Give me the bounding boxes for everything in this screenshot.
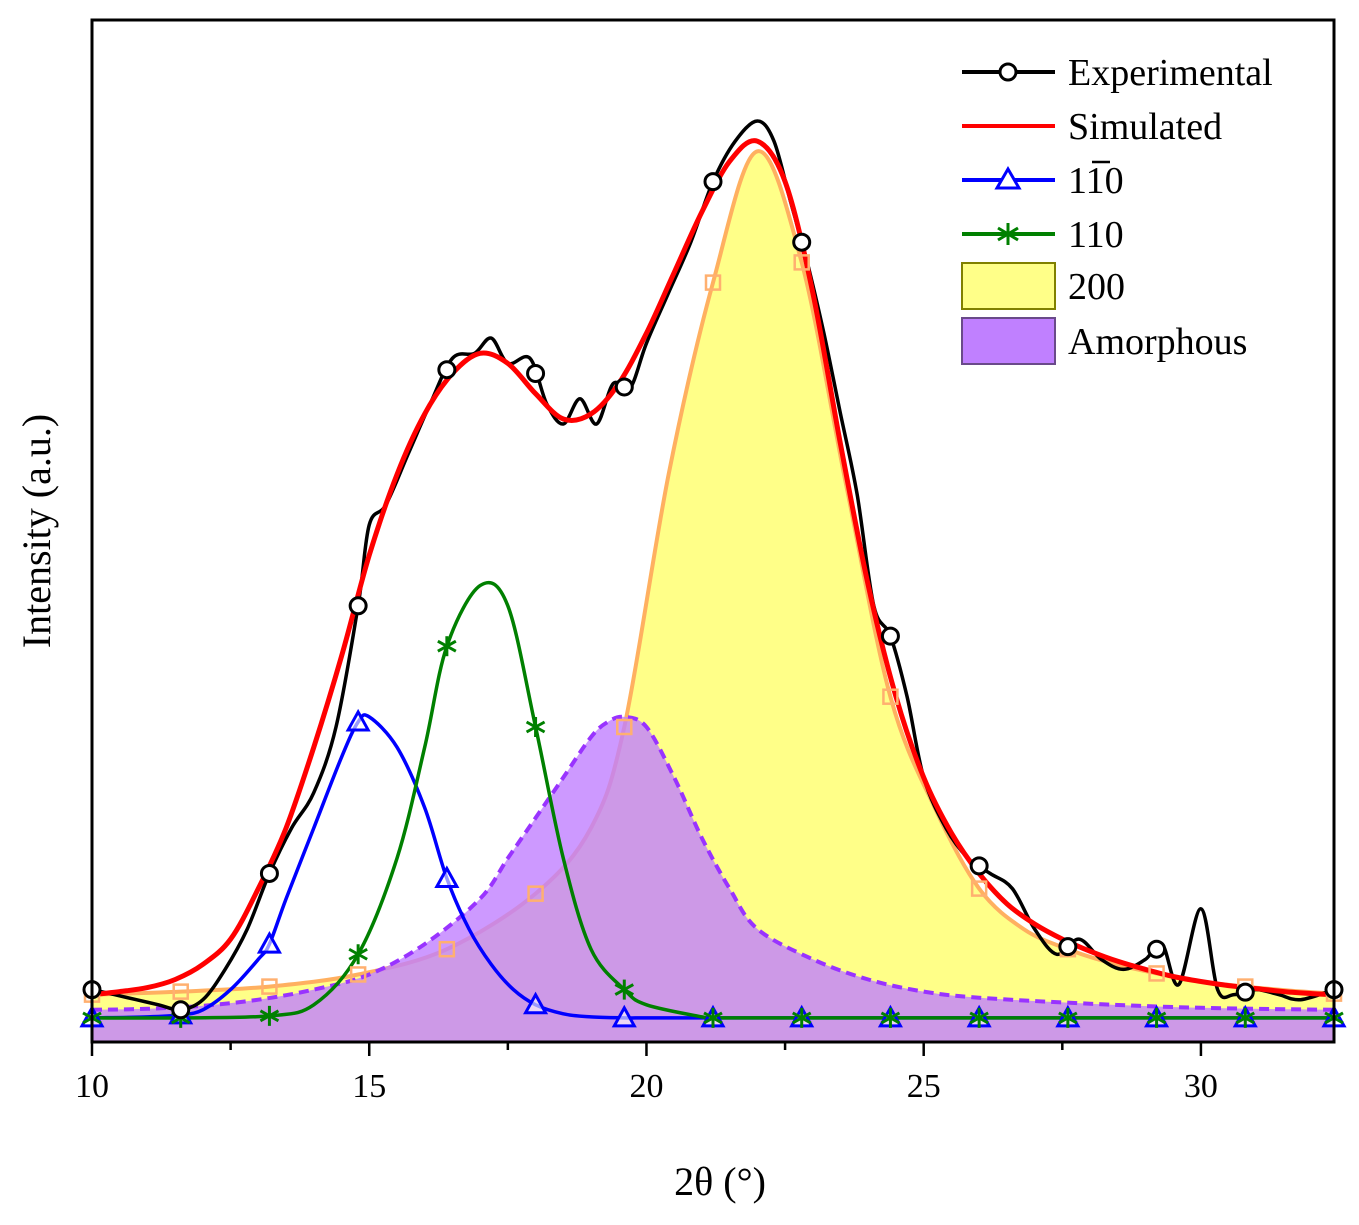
marker-experimental	[792, 232, 812, 252]
marker-experimental	[348, 596, 368, 616]
marker-1-10	[345, 708, 371, 732]
marker-110	[259, 1005, 280, 1026]
marker-200	[1148, 965, 1165, 982]
legend-label-110: 110	[1068, 214, 1124, 256]
plot-frame	[90, 18, 1336, 1044]
legend-item-110: 110	[962, 214, 1124, 256]
marker-200	[793, 254, 810, 271]
line-amorphous	[91, 714, 1335, 1012]
marker-110	[437, 636, 457, 657]
x-axis-title: 2θ (°)	[674, 1159, 766, 1204]
marker-110	[969, 1007, 989, 1028]
legend-marker-experimental	[998, 62, 1018, 82]
marker-110	[1146, 1007, 1167, 1028]
marker-experimental	[171, 1000, 191, 1020]
legend-swatch-amorphous	[961, 317, 1056, 365]
marker-experimental	[1147, 939, 1167, 959]
legend-marker-110	[997, 223, 1019, 245]
marker-200	[349, 966, 367, 983]
area-amorphous	[92, 716, 1334, 1042]
line-experimental	[91, 119, 1335, 1012]
x-tick-label: 30	[1184, 1068, 1218, 1105]
marker-experimental	[880, 626, 900, 646]
line-simulated	[91, 138, 1335, 998]
marker-1-10	[523, 991, 549, 1015]
marker-200	[527, 885, 544, 902]
legend-marker-1-10	[994, 166, 1022, 190]
legend-item-amorphous: Amorphous	[961, 317, 1247, 365]
marker-experimental	[703, 172, 723, 192]
x-tick-label: 10	[75, 1068, 109, 1105]
marker-experimental	[1058, 937, 1078, 957]
marker-1-10	[256, 931, 282, 954]
marker-1-10	[611, 1004, 637, 1028]
legend-label-experimental: Experimental	[1068, 52, 1273, 94]
legend-item-1-10: 110	[962, 160, 1124, 202]
legend-label-1-10: 110	[1068, 160, 1124, 202]
marker-200	[616, 718, 633, 736]
marker-experimental	[437, 360, 457, 380]
marker-110	[348, 944, 368, 965]
marker-110	[614, 979, 635, 1000]
legend-item-200: 200	[961, 262, 1125, 310]
marker-experimental	[969, 856, 989, 876]
marker-110	[525, 717, 546, 737]
marker-1-10	[434, 865, 460, 888]
marker-110	[1235, 1007, 1256, 1028]
marker-experimental	[259, 863, 279, 883]
marker-experimental	[614, 377, 634, 397]
marker-110	[1058, 1007, 1078, 1028]
marker-200	[261, 978, 278, 995]
marker-110	[703, 1007, 723, 1028]
legend: Experimental Simulated 110 110 200	[961, 52, 1273, 365]
legend-item-simulated: Simulated	[962, 106, 1222, 148]
marker-200	[970, 880, 988, 897]
x-tick-label: 25	[907, 1068, 941, 1105]
y-axis-title: Intensity (a.u.)	[14, 414, 59, 648]
legend-label-amorphous: Amorphous	[1068, 321, 1247, 363]
marker-experimental	[1235, 982, 1255, 1002]
marker-110	[791, 1007, 812, 1028]
x-tick-label: 20	[629, 1068, 663, 1105]
marker-experimental	[526, 364, 546, 383]
marker-110	[880, 1007, 901, 1028]
marker-200	[882, 688, 899, 705]
area-fills	[91, 149, 1335, 1042]
legend-label-simulated: Simulated	[1068, 106, 1222, 148]
x-axis-ticks: 10 15 20 25 30	[75, 1042, 1218, 1105]
x-tick-label: 15	[352, 1068, 386, 1105]
marker-200	[704, 274, 722, 291]
marker-200	[438, 940, 456, 958]
legend-label-200: 200	[1068, 266, 1125, 308]
area-200	[92, 151, 1334, 1042]
marker-200	[172, 983, 189, 1000]
legend-swatch-200	[961, 262, 1056, 310]
legend-item-experimental: Experimental	[962, 52, 1273, 94]
